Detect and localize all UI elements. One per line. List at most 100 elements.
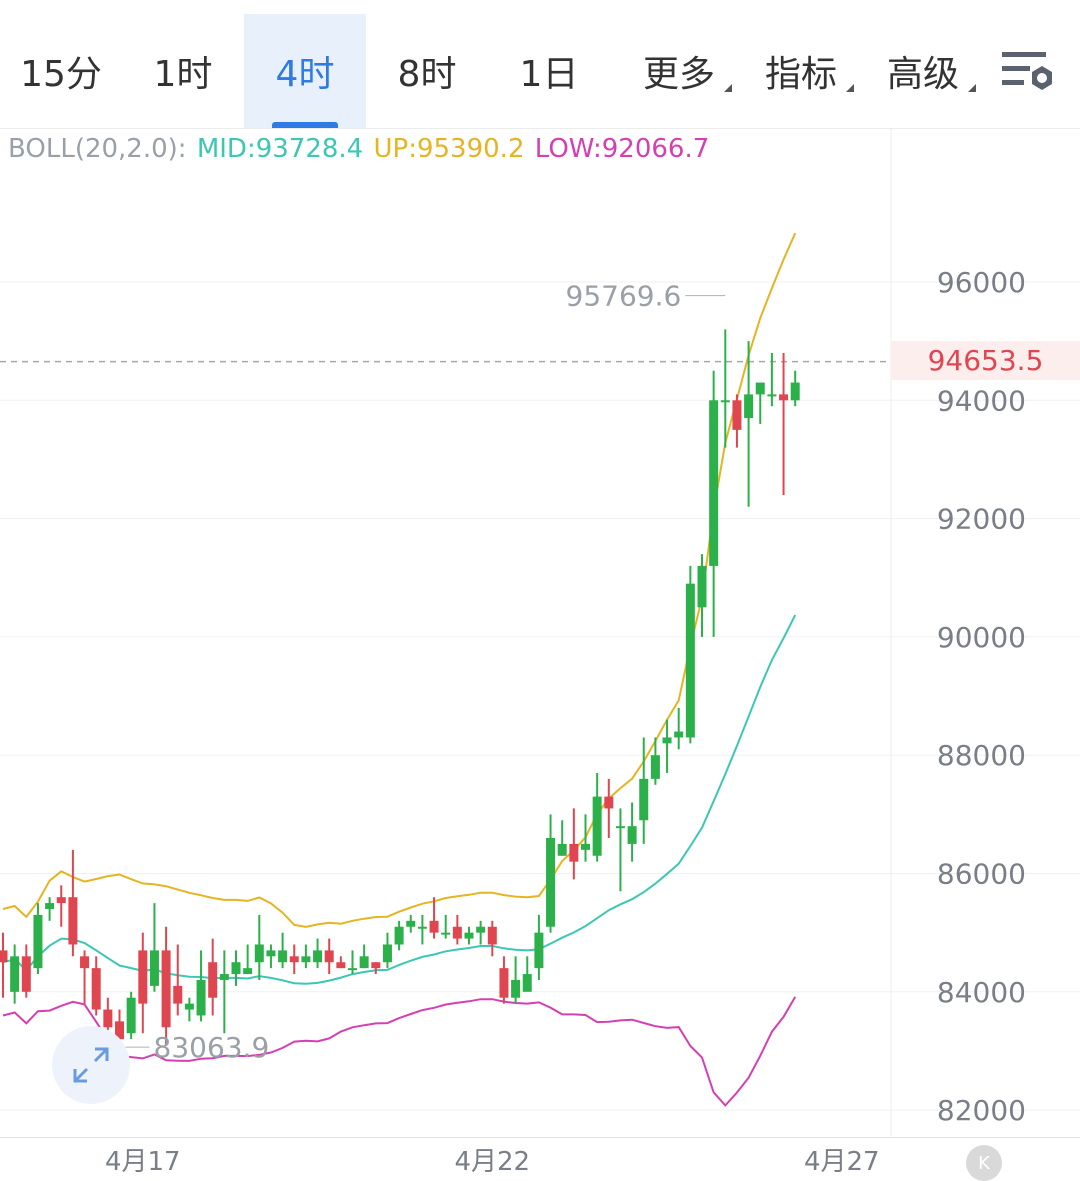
- candle-body: [336, 962, 346, 969]
- y-tick-label: 84000: [937, 976, 1026, 1009]
- candle-body: [289, 956, 299, 963]
- tab-label: 更多: [642, 54, 715, 95]
- candle-body: [685, 583, 695, 738]
- candle-body: [755, 382, 765, 395]
- tab-label: 指标: [764, 54, 837, 95]
- x-tick-label: 4月27: [804, 1147, 880, 1173]
- candle-body: [767, 394, 777, 397]
- candle-body: [266, 950, 276, 957]
- y-tick-label: 94000: [937, 384, 1026, 417]
- candle-body: [243, 968, 253, 975]
- candle-body: [184, 1003, 194, 1010]
- expand-chart-button[interactable]: [52, 1026, 130, 1104]
- candle-body: [674, 731, 684, 738]
- chart-settings-button[interactable]: [1000, 46, 1060, 98]
- tab-4h[interactable]: 4时: [244, 14, 366, 128]
- candle-body: [604, 796, 614, 809]
- candle-body: [149, 950, 159, 986]
- tab-label: 15分: [20, 54, 102, 95]
- candle-body: [627, 826, 637, 844]
- tab-more[interactable]: 更多: [618, 14, 740, 128]
- candle-body: [779, 394, 789, 401]
- candle-body: [709, 400, 719, 566]
- candle-body: [615, 826, 625, 829]
- candle-body: [476, 926, 486, 933]
- tab-label: 4时: [275, 54, 335, 95]
- candle-body: [115, 1021, 124, 1040]
- timeframe-tab-bar: 15分 1时 4时 8时 1日 更多 指标 高级: [0, 0, 1080, 129]
- candle-body: [0, 950, 8, 963]
- y-tick-label: 86000: [937, 858, 1026, 891]
- candle-body: [254, 944, 264, 963]
- y-tick-label: 92000: [937, 503, 1026, 536]
- candle-body: [557, 843, 567, 856]
- candle-body: [371, 962, 381, 969]
- candle-body: [429, 920, 439, 933]
- indicator-name: BOLL(20,2.0):: [8, 134, 187, 164]
- candle-body: [406, 920, 416, 927]
- k-line-button[interactable]: K: [966, 1145, 1002, 1181]
- candle-body: [278, 950, 288, 963]
- x-tick-label: 4月22: [454, 1147, 530, 1173]
- tab-15min[interactable]: 15分: [0, 14, 122, 128]
- current-price-label: 94653.5: [927, 344, 1044, 377]
- candle-body: [56, 897, 66, 904]
- candle-body: [452, 926, 462, 939]
- dropdown-triangle-icon: [846, 84, 854, 92]
- chart-settings-icon: [1002, 52, 1052, 90]
- candle-body: [487, 926, 497, 945]
- candle-body: [650, 755, 660, 779]
- high-annotation: 95769.6: [566, 280, 682, 313]
- candle-body: [103, 1009, 113, 1028]
- tab-label: 8时: [397, 54, 457, 95]
- y-tick-label: 96000: [937, 266, 1026, 299]
- candle-body: [173, 985, 183, 1004]
- tab-label: 高级: [886, 54, 959, 95]
- candle-body: [697, 565, 707, 608]
- active-tab-indicator: [272, 122, 338, 128]
- candle-body: [80, 956, 90, 969]
- tab-1h[interactable]: 1时: [122, 14, 244, 128]
- boll-upper-line: [2, 232, 797, 928]
- candle-body: [126, 997, 136, 1034]
- candle-body: [68, 897, 78, 945]
- y-tick-label: 88000: [937, 739, 1026, 772]
- candle-body: [639, 778, 649, 821]
- candle-body: [522, 974, 532, 992]
- candle-body: [499, 968, 509, 998]
- candle-body: [382, 944, 392, 963]
- candle-body: [231, 962, 241, 975]
- candle-body: [534, 932, 544, 969]
- candle-body: [21, 956, 31, 992]
- y-tick-label: 90000: [937, 621, 1026, 654]
- candle-body: [208, 962, 218, 998]
- candle-body: [417, 926, 427, 929]
- candle-body: [662, 737, 672, 744]
- mid-value: MID:93728.4: [196, 134, 364, 164]
- tab-8h[interactable]: 8时: [366, 14, 488, 128]
- candlestick-chart[interactable]: 96000 94000 92000 90000 88000 86000 84000 82000…: [0, 128, 1080, 1173]
- tab-advanced[interactable]: 高级: [862, 14, 984, 128]
- candle-body: [91, 968, 101, 1010]
- low-value: LOW:92066.7: [534, 134, 710, 164]
- expand-arrows-icon: [73, 1047, 109, 1083]
- current-price-tag: 94653.5: [891, 341, 1080, 380]
- candle-body: [732, 400, 742, 430]
- tab-1d[interactable]: 1日: [488, 14, 610, 128]
- candle-body: [219, 974, 229, 980]
- candle-body: [569, 843, 579, 862]
- tab-indicators[interactable]: 指标: [740, 14, 862, 128]
- candle-body: [359, 956, 369, 969]
- candle-body: [324, 950, 334, 963]
- candle-body: [138, 950, 148, 1004]
- candle-body: [394, 926, 404, 945]
- x-axis-line: [0, 1137, 1080, 1138]
- candle-body: [33, 914, 43, 969]
- candle-body: [45, 903, 55, 909]
- candle-body: [744, 394, 754, 419]
- candle-body: [441, 932, 451, 935]
- tab-label: 1日: [519, 54, 579, 95]
- candle-body: [161, 950, 171, 1028]
- candle-body: [790, 382, 800, 401]
- candle-body: [592, 796, 602, 856]
